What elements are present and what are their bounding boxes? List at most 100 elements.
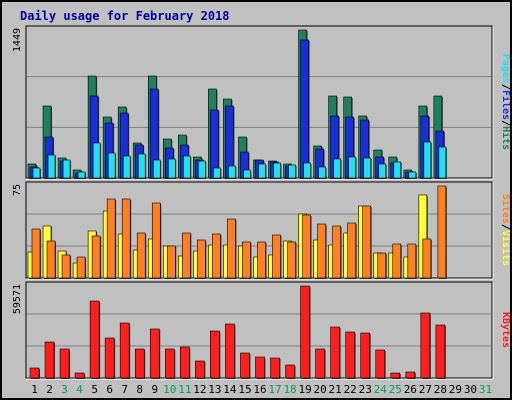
x-tick-label-28: 28 [434,383,447,396]
bar-sites-11 [182,232,191,279]
bar-files-6 [107,152,116,179]
bar-sites-27 [422,238,432,279]
x-tick-label-10: 10 [163,383,176,396]
x-tick-label-16: 16 [253,383,266,396]
bar-files-3 [62,159,71,179]
bar-sites-5 [91,235,101,279]
legend-kbytes: KBytes [500,312,510,348]
y-max-label-kbytes: 59571 [12,284,23,314]
bar-files-19 [303,162,311,179]
bar-kbytes-12 [195,360,205,379]
bar-kbytes-18 [285,364,295,379]
bar-kbytes-9 [149,328,160,379]
x-tick-label-8: 8 [136,383,143,396]
legend-files: Files [500,90,510,120]
bar-files-18 [288,164,296,179]
legend-separator: / [500,224,510,230]
bar-files-21 [333,158,341,179]
bar-sites-14 [227,218,236,279]
legend-kbytes: KBytes [500,312,510,348]
x-tick-label-29: 29 [449,383,462,396]
y-max-labels: 1449 75 59571 [12,28,23,314]
x-tick-label-6: 6 [106,383,113,396]
bar-sites-3 [61,254,71,279]
bar-kbytes-22 [345,331,355,379]
bar-kbytes-21 [330,326,340,379]
bar-sites-7 [121,198,131,279]
bar-sites-21 [332,225,341,279]
x-tick-label-26: 26 [404,383,417,396]
legend-hits: Hits [500,126,510,150]
bar-kbytes-16 [255,356,265,379]
x-tick-label-14: 14 [223,383,237,396]
bar-files-16 [258,163,266,179]
bar-kbytes-5 [89,300,100,379]
bar-kbytes-23 [360,332,371,379]
y-max-label-visits: 75 [12,184,23,196]
bar-files-20 [318,166,326,179]
x-tick-label-17: 17 [268,383,281,396]
bar-files-11 [183,155,191,179]
y-max-label-hits: 1449 [12,28,23,52]
legend-visits-sites: Sites/Visits [500,194,510,266]
bar-sites-2 [46,240,56,279]
legend-visits: Visits [500,230,510,266]
bar-sites-19 [302,214,311,279]
bar-kbytes-26 [405,371,416,379]
x-tick-label-20: 20 [314,383,327,396]
x-tick-label-23: 23 [359,383,372,396]
bar-files-28 [438,146,447,179]
bar-sites-28 [437,185,447,279]
bar-sites-15 [242,241,251,279]
x-tick-label-31: 31 [479,383,492,396]
bar-sites-23 [362,205,372,279]
bar-sites-6 [106,198,116,279]
bar-sites-1 [31,228,41,279]
bar-sites-10 [166,245,176,279]
x-tick-label-30: 30 [464,383,477,396]
bar-files-27 [423,141,432,179]
bar-files-7 [122,155,131,179]
legend-sites: Sites [500,194,510,224]
bar-sites-4 [76,256,86,279]
bar-files-23 [363,157,372,179]
x-tick-label-12: 12 [193,383,206,396]
bar-sites-18 [287,241,296,279]
bar-kbytes-25 [390,372,401,379]
bar-files-8 [137,153,146,179]
bar-files-24 [378,163,387,179]
x-tick-label-19: 19 [298,383,311,396]
bar-sites-20 [317,223,326,279]
bar-kbytes-27 [420,312,431,379]
bar-files-4 [77,171,86,179]
bar-kbytes-2 [44,341,55,379]
x-tick-label-3: 3 [61,383,68,396]
x-tick-label-27: 27 [419,383,432,396]
bar-sites-17 [272,234,281,279]
x-tick-label-2: 2 [46,383,53,396]
bar-kbytes-19 [300,285,310,379]
bar-kbytes-14 [225,323,235,379]
bar-kbytes-4 [74,372,85,379]
bar-kbytes-11 [180,346,190,379]
x-tick-label-21: 21 [329,383,342,396]
bar-sites-9 [151,202,161,279]
bar-files-26 [408,171,417,179]
bar-sites-24 [377,252,387,279]
bar-files-17 [273,162,281,179]
bar-kbytes-1 [29,367,40,379]
x-tick-label-11: 11 [178,383,191,396]
chart-title: Daily usage for February 2018 [20,9,230,23]
x-tick-label-4: 4 [76,383,83,396]
chart-bars [27,29,447,379]
bar-sites-8 [136,232,146,279]
x-tick-label-7: 7 [121,383,128,396]
bar-kbytes-8 [134,348,145,379]
bar-files-13 [213,167,221,179]
x-tick-label-9: 9 [151,383,158,396]
bar-files-1 [32,167,41,179]
bar-sites-13 [212,233,221,279]
